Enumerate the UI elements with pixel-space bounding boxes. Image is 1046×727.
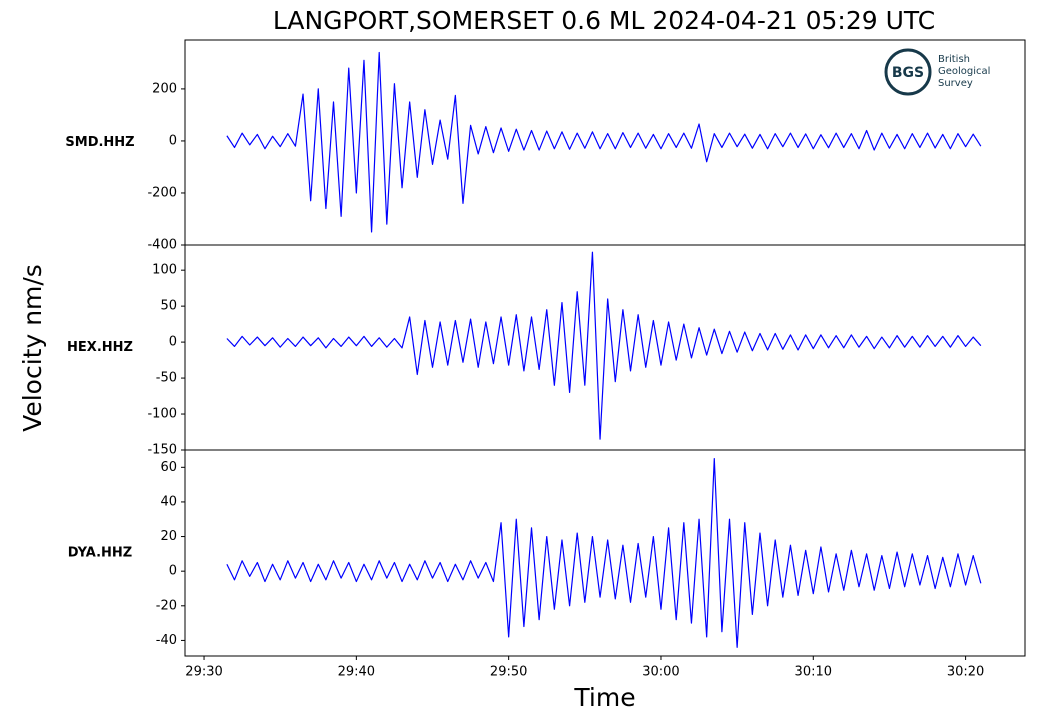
x-tick-label: 30:20 bbox=[947, 665, 984, 680]
y-tick-label: -40 bbox=[156, 633, 177, 648]
y-tick-label: 200 bbox=[152, 81, 177, 96]
logo-abbr: BGS bbox=[892, 65, 924, 81]
logo-text: Survey bbox=[938, 78, 973, 89]
y-tick-label: -20 bbox=[156, 598, 177, 613]
trace bbox=[226, 251, 982, 440]
y-tick-label: -200 bbox=[147, 185, 177, 200]
y-tick-label: -400 bbox=[147, 238, 177, 253]
x-tick-label: 30:00 bbox=[642, 665, 679, 680]
figure-title: LANGPORT,SOMERSET 0.6 ML 2024-04-21 05:2… bbox=[273, 6, 935, 35]
trace bbox=[226, 51, 982, 233]
logo: BGS British Geological Survey bbox=[884, 48, 990, 96]
y-tick-label: 0 bbox=[169, 564, 177, 579]
y-tick-label: 100 bbox=[152, 263, 177, 278]
logo-text: British bbox=[938, 54, 970, 65]
x-tick-label: 29:50 bbox=[490, 665, 527, 680]
y-tick-label: 20 bbox=[160, 529, 177, 544]
station-label: HEX.HHZ bbox=[67, 340, 133, 355]
x-axis-label: Time bbox=[573, 683, 635, 712]
logo-ring bbox=[884, 48, 932, 96]
y-tick-label: -150 bbox=[147, 443, 177, 458]
y-tick-label: 0 bbox=[169, 133, 177, 148]
y-tick-label: -100 bbox=[147, 407, 177, 422]
x-tick-label: 29:30 bbox=[185, 665, 222, 680]
panel-frame bbox=[184, 449, 1026, 657]
y-axis-label: Velocity nm/s bbox=[18, 264, 47, 432]
y-tick-label: 50 bbox=[160, 299, 177, 314]
x-tick-label: 29:40 bbox=[338, 665, 375, 680]
trace bbox=[226, 458, 982, 648]
x-tick-label: 30:10 bbox=[795, 665, 832, 680]
y-tick-label: 60 bbox=[160, 460, 177, 475]
y-tick-label: 40 bbox=[160, 494, 177, 509]
y-tick-label: -50 bbox=[156, 371, 177, 386]
station-label: DYA.HHZ bbox=[68, 546, 132, 561]
station-label: SMD.HHZ bbox=[65, 135, 134, 150]
logo-text: Geological bbox=[938, 66, 990, 77]
y-tick-label: 0 bbox=[169, 335, 177, 350]
